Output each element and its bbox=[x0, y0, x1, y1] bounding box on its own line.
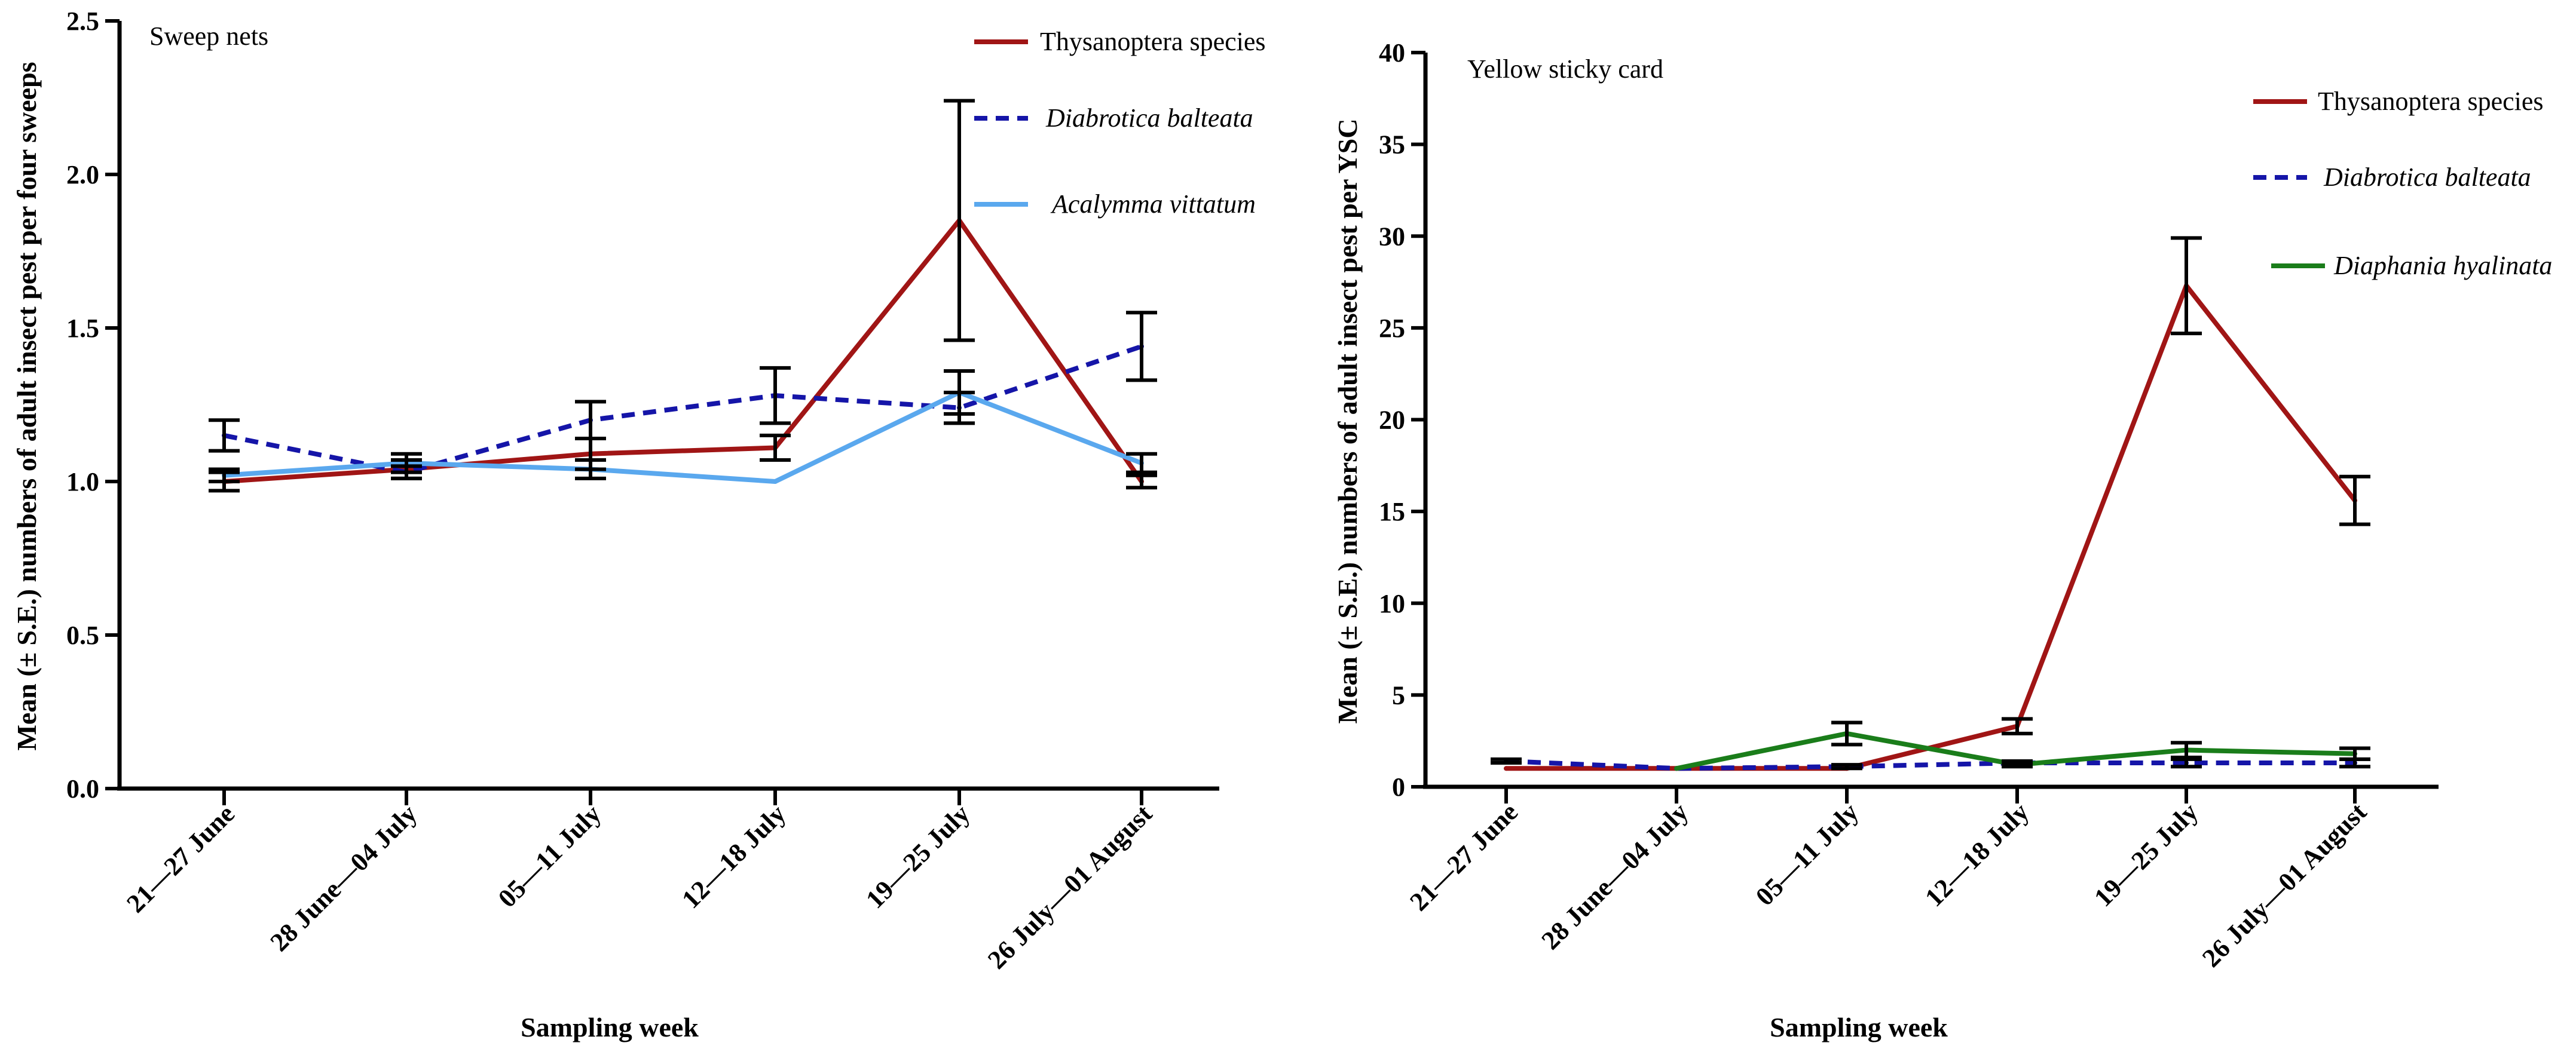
x-tick-label: 19—25 July bbox=[860, 799, 975, 914]
chart-title: Sweep nets bbox=[149, 22, 268, 51]
error-bar bbox=[1491, 757, 1522, 765]
x-tick-label: 12—18 July bbox=[1919, 797, 2035, 912]
x-tick-label: 26 July—01 August bbox=[982, 799, 1158, 974]
data-point bbox=[1504, 766, 1509, 771]
legend-label: Diaphania hyalinata bbox=[2333, 251, 2552, 280]
error-bar bbox=[760, 433, 791, 462]
error-bar bbox=[1126, 473, 1157, 490]
legend-item: Diabrotica balteata bbox=[2253, 162, 2531, 192]
legend-item: Acalymma vittatum bbox=[974, 189, 1256, 219]
data-point bbox=[1674, 766, 1679, 771]
y-tick-label: 2.5 bbox=[66, 7, 99, 36]
error-bar bbox=[2339, 746, 2370, 761]
y-tick-label: 0 bbox=[1392, 772, 1405, 802]
y-tick-label: 10 bbox=[1379, 589, 1405, 618]
legend: Thysanoptera species Diabrotica balteata… bbox=[2253, 87, 2552, 280]
error-bar bbox=[2171, 236, 2202, 336]
x-tick-label: 21—27 June bbox=[121, 799, 240, 918]
y-tick-label: 25 bbox=[1379, 314, 1405, 343]
y-axis-title: Mean (± S.E.) numbers of adult insect pe… bbox=[11, 62, 42, 750]
legend-label: Diabrotica balteata bbox=[1045, 103, 1253, 133]
error-bar bbox=[2171, 757, 2202, 769]
x-tick-label: 28 June—04 July bbox=[1535, 797, 1694, 955]
error-bar bbox=[391, 452, 422, 474]
legend-label: Diabrotica balteata bbox=[2323, 162, 2531, 192]
x-tick-label: 19—25 July bbox=[2088, 797, 2204, 912]
plot-area: 0.0 0.5 1.0 1.5 2.0 2.5 21—27 June 28 June—04 … bbox=[66, 7, 1219, 974]
error-bar bbox=[2171, 741, 2202, 759]
y-tick-label: 5 bbox=[1392, 680, 1405, 710]
error-bar bbox=[2002, 717, 2033, 735]
legend-label: Acalymma vittatum bbox=[1050, 189, 1256, 219]
y-tick-label: 35 bbox=[1379, 130, 1405, 160]
error-bar bbox=[575, 400, 606, 441]
yellow-sticky-card-panel: Yellow sticky card 0 5 10 15 20 25 30 35 40 21—2… bbox=[1332, 38, 2552, 1042]
y-axis-title: Mean (± S.E.) numbers of adult insect pe… bbox=[1332, 119, 1363, 724]
y-tick-label: 0.5 bbox=[66, 621, 99, 650]
series-line bbox=[1506, 758, 2355, 771]
series-line bbox=[224, 390, 1143, 484]
x-axis-title: Sampling week bbox=[521, 1012, 699, 1042]
legend-item: Thysanoptera species bbox=[2253, 87, 2544, 116]
y-tick-label: 40 bbox=[1379, 38, 1405, 68]
legend: Thysanoptera species Diabrotica balteata… bbox=[974, 27, 1266, 219]
error-bar bbox=[760, 366, 791, 425]
error-bar bbox=[944, 99, 975, 342]
x-axis-title: Sampling week bbox=[1770, 1012, 1948, 1042]
error-bar bbox=[944, 369, 975, 416]
y-tick-label: 1.0 bbox=[66, 467, 99, 496]
x-tick-label: 12—18 July bbox=[676, 799, 791, 914]
y-tick-label: 20 bbox=[1379, 406, 1405, 435]
legend-item: Thysanoptera species bbox=[974, 27, 1266, 56]
data-point bbox=[773, 479, 778, 484]
error-bar bbox=[2002, 761, 2033, 769]
chart-title: Yellow sticky card bbox=[1467, 54, 1663, 84]
x-tick-label: 21—27 June bbox=[1404, 797, 1523, 916]
error-bar bbox=[1126, 452, 1157, 474]
error-bar bbox=[1831, 720, 1862, 747]
error-bar bbox=[575, 458, 606, 480]
sweep-nets-panel: Sweep nets 0.0 0.5 1.0 1.5 2.0 2.5 21—27 June… bbox=[11, 7, 1266, 1042]
series-line bbox=[224, 218, 1144, 484]
x-tick-label: 05—11 July bbox=[1750, 797, 1864, 911]
y-tick-label: 30 bbox=[1379, 222, 1405, 251]
error-bar bbox=[1831, 763, 1862, 771]
series-line bbox=[1506, 283, 2357, 771]
x-tick-label: 26 July—01 August bbox=[2196, 797, 2372, 973]
error-bar bbox=[209, 418, 240, 453]
legend-label: Thysanoptera species bbox=[2318, 87, 2544, 116]
x-tick-label: 28 June—04 July bbox=[264, 799, 423, 957]
legend-item: Diaphania hyalinata bbox=[2271, 251, 2552, 280]
legend-item: Diabrotica balteata bbox=[974, 103, 1253, 133]
legend-label: Thysanoptera species bbox=[1040, 27, 1266, 56]
y-tick-label: 2.0 bbox=[66, 160, 99, 189]
y-tick-label: 15 bbox=[1379, 497, 1405, 526]
y-tick-label: 1.5 bbox=[66, 314, 99, 343]
error-bar bbox=[209, 467, 240, 483]
error-bar bbox=[2339, 474, 2370, 526]
y-tick-label: 0.0 bbox=[66, 774, 99, 804]
error-bar bbox=[1126, 311, 1157, 382]
x-tick-label: 05—11 July bbox=[492, 799, 607, 913]
